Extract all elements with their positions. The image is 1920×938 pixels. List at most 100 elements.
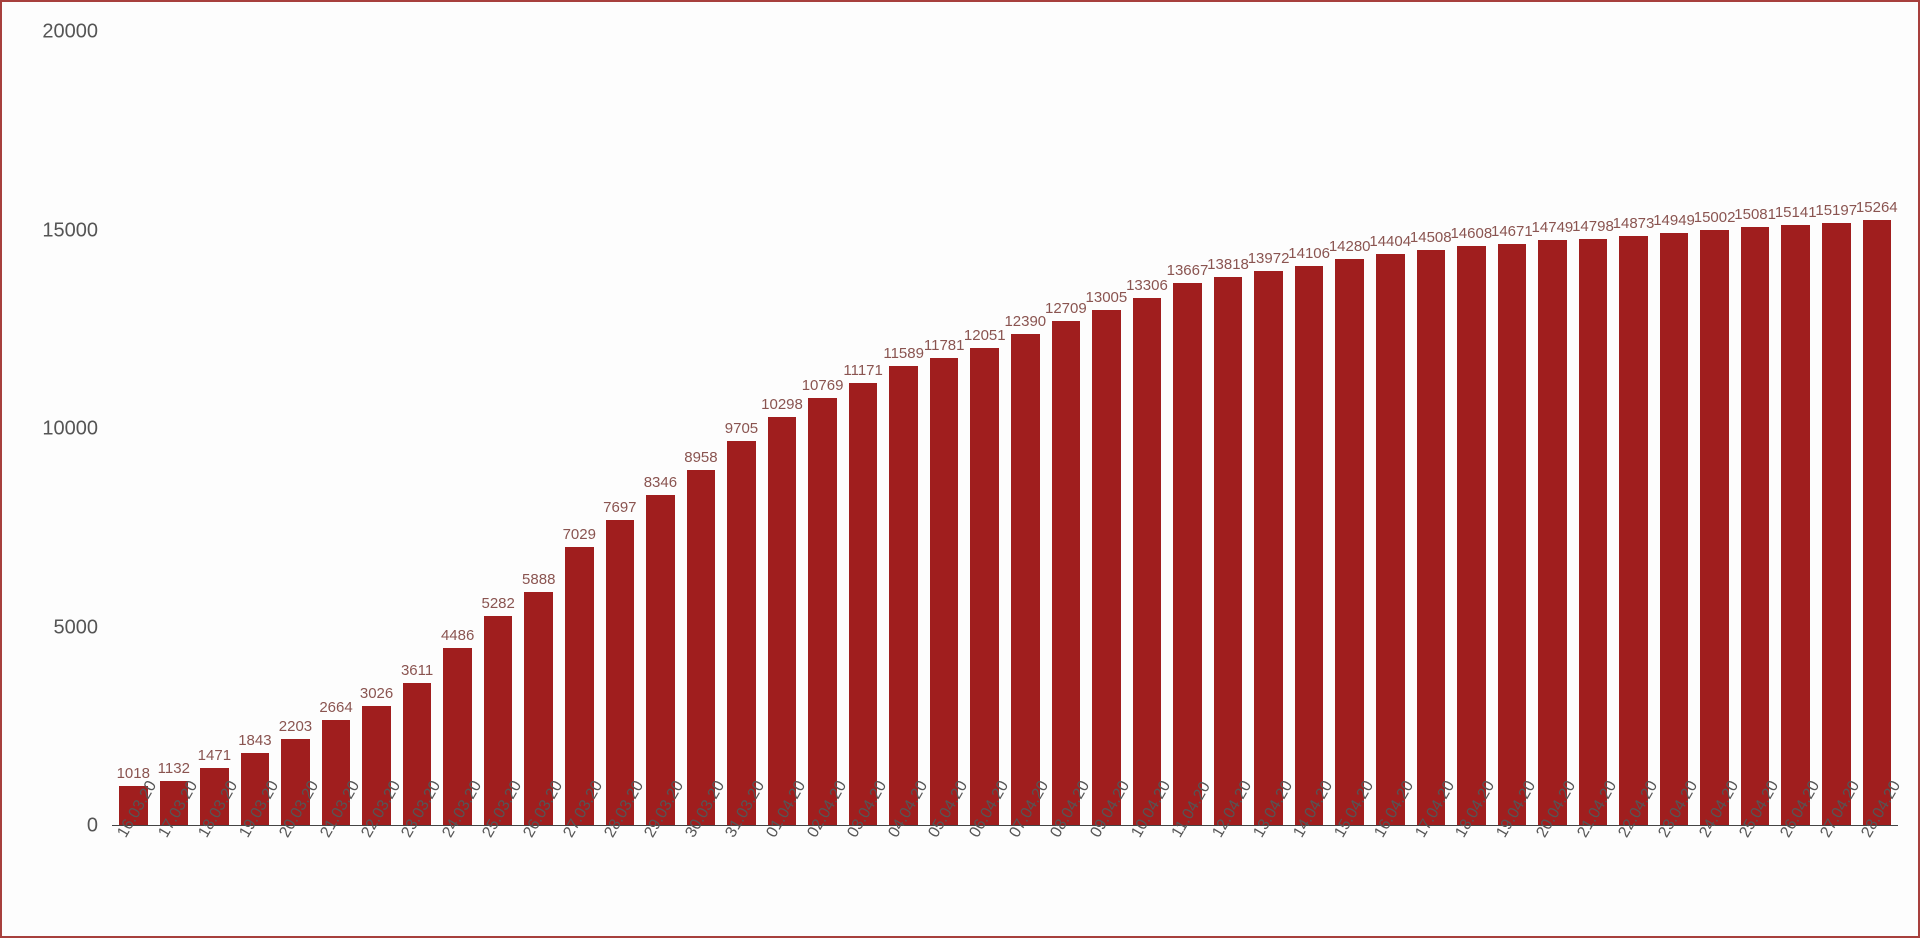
- x-label-slot: 22.04.20: [1616, 826, 1651, 936]
- bar-value-label: 13972: [1248, 250, 1290, 267]
- bar-value-label: 15264: [1856, 199, 1898, 216]
- bar-value-label: 10298: [761, 396, 803, 413]
- x-label-slot: 17.04.20: [1414, 826, 1449, 936]
- x-label-slot: 07.04.20: [1008, 826, 1043, 936]
- bar: [1498, 244, 1527, 826]
- bar: [1741, 227, 1770, 826]
- bar: [1214, 277, 1243, 826]
- y-tick-label: 10000: [42, 418, 98, 441]
- bar-slot: 3026: [359, 32, 394, 826]
- bar-slot: 15002: [1697, 32, 1732, 826]
- x-label-slot: 28.04.20: [1860, 826, 1895, 936]
- bar-value-label: 11781: [924, 337, 965, 354]
- bar-value-label: 13818: [1207, 256, 1249, 273]
- bar-value-label: 3611: [401, 662, 433, 679]
- bar-value-label: 11589: [883, 345, 924, 362]
- x-label-slot: 27.04.20: [1819, 826, 1854, 936]
- bar-slot: 5888: [521, 32, 556, 826]
- x-label-slot: 23.03.20: [400, 826, 435, 936]
- bar: [1660, 233, 1689, 826]
- chart-frame: 05000100001500020000 1018113214711843220…: [0, 0, 1920, 938]
- x-label-slot: 01.04.20: [765, 826, 800, 936]
- bar-slot: 13005: [1089, 32, 1124, 826]
- bar-value-label: 13306: [1126, 277, 1168, 294]
- bar-slot: 4486: [440, 32, 475, 826]
- bar: [1781, 225, 1810, 826]
- bar-value-label: 12709: [1045, 300, 1087, 317]
- x-label-slot: 24.04.20: [1697, 826, 1732, 936]
- bar: [1579, 239, 1608, 826]
- bar: [1295, 266, 1324, 826]
- bar: [1335, 259, 1364, 826]
- x-label-slot: 10.04.20: [1130, 826, 1165, 936]
- bar-value-label: 14949: [1653, 212, 1695, 229]
- bar-value-label: 4486: [441, 627, 474, 644]
- x-label-slot: 31.03.20: [724, 826, 759, 936]
- bar-value-label: 8346: [644, 474, 677, 491]
- bar-value-label: 9705: [725, 420, 758, 437]
- bar-slot: 9705: [724, 32, 759, 826]
- bar-value-label: 15081: [1734, 206, 1776, 223]
- x-label-slot: 12.04.20: [1211, 826, 1246, 936]
- x-label-slot: 24.03.20: [440, 826, 475, 936]
- bar-value-label: 8958: [684, 449, 717, 466]
- plot-area: 1018113214711843220326643026361144865282…: [112, 32, 1898, 826]
- bar-value-label: 14280: [1329, 238, 1371, 255]
- bar-slot: 13667: [1170, 32, 1205, 826]
- x-label-slot: 04.04.20: [886, 826, 921, 936]
- bar-slot: 13306: [1130, 32, 1165, 826]
- x-label-slot: 03.04.20: [846, 826, 881, 936]
- x-label-slot: 13.04.20: [1251, 826, 1286, 936]
- y-tick-label: 5000: [54, 616, 99, 639]
- bar-value-label: 11171: [843, 362, 883, 379]
- bar: [727, 441, 756, 826]
- bar-value-label: 13667: [1167, 262, 1209, 279]
- bar-slot: 10298: [765, 32, 800, 826]
- bar-value-label: 15002: [1694, 209, 1736, 226]
- bar: [1376, 254, 1405, 826]
- bar: [970, 348, 999, 826]
- bar: [768, 417, 797, 826]
- bar: [1133, 298, 1162, 826]
- bar-value-label: 14404: [1369, 233, 1411, 250]
- bar-slot: 1132: [157, 32, 192, 826]
- bar-value-label: 5282: [482, 595, 515, 612]
- x-label-slot: 18.04.20: [1454, 826, 1489, 936]
- bar: [646, 495, 675, 826]
- bar: [930, 358, 959, 826]
- bar-slot: 15081: [1738, 32, 1773, 826]
- bar-slot: 12390: [1008, 32, 1043, 826]
- x-label-slot: 21.03.20: [319, 826, 354, 936]
- bar-value-label: 14749: [1532, 219, 1574, 236]
- bar-value-label: 14671: [1491, 223, 1533, 240]
- bar-slot: 7697: [603, 32, 638, 826]
- x-label-slot: 22.03.20: [359, 826, 394, 936]
- bar-value-label: 1471: [198, 747, 231, 764]
- bar-value-label: 14608: [1450, 225, 1492, 242]
- bar-slot: 12709: [1049, 32, 1084, 826]
- x-label-slot: 26.04.20: [1778, 826, 1813, 936]
- bar-slot: 11781: [927, 32, 962, 826]
- bar-value-label: 10769: [802, 377, 844, 394]
- bar-value-label: 14106: [1288, 245, 1330, 262]
- x-label-slot: 16.04.20: [1373, 826, 1408, 936]
- bar: [1538, 240, 1567, 826]
- bar-slot: 14608: [1454, 32, 1489, 826]
- x-label-slot: 20.03.20: [278, 826, 313, 936]
- bar: [849, 383, 878, 826]
- bar-slot: 1843: [238, 32, 273, 826]
- x-label-slot: 25.04.20: [1738, 826, 1773, 936]
- bar: [1052, 321, 1081, 826]
- bar-value-label: 7697: [603, 499, 636, 516]
- bar: [1700, 230, 1729, 826]
- y-tick-label: 20000: [42, 21, 98, 44]
- bar-value-label: 14873: [1613, 215, 1655, 232]
- x-label-slot: 14.04.20: [1292, 826, 1327, 936]
- bar-slot: 14280: [1332, 32, 1367, 826]
- bar-slot: 8958: [684, 32, 719, 826]
- x-label-slot: 05.04.20: [927, 826, 962, 936]
- bar-slot: 15197: [1819, 32, 1854, 826]
- bar: [1619, 236, 1648, 826]
- bar: [889, 366, 918, 826]
- bar-slot: 7029: [562, 32, 597, 826]
